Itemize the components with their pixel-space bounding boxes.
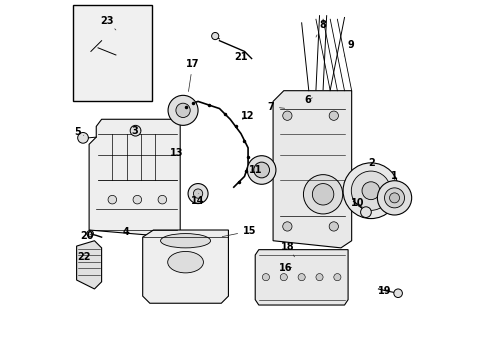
Circle shape: [176, 103, 190, 117]
Circle shape: [130, 125, 141, 136]
Text: 19: 19: [377, 287, 390, 296]
Circle shape: [280, 274, 287, 281]
Text: 9: 9: [344, 40, 354, 56]
Polygon shape: [142, 230, 228, 303]
Circle shape: [315, 274, 323, 281]
Circle shape: [262, 274, 269, 281]
Circle shape: [312, 184, 333, 205]
Circle shape: [253, 162, 269, 178]
Circle shape: [303, 175, 342, 214]
Text: 5: 5: [74, 127, 83, 137]
Circle shape: [328, 222, 338, 231]
Circle shape: [247, 156, 275, 184]
Text: 1: 1: [390, 171, 397, 181]
Text: 23: 23: [100, 16, 116, 30]
Circle shape: [384, 188, 404, 208]
Text: 12: 12: [241, 111, 254, 121]
Circle shape: [158, 195, 166, 204]
Circle shape: [282, 111, 291, 120]
Polygon shape: [255, 249, 347, 305]
Circle shape: [343, 163, 398, 219]
Circle shape: [333, 274, 340, 281]
Ellipse shape: [160, 234, 210, 248]
Ellipse shape: [167, 251, 203, 273]
Circle shape: [393, 289, 402, 297]
Circle shape: [361, 182, 379, 200]
Circle shape: [389, 193, 399, 203]
Circle shape: [211, 32, 218, 40]
Circle shape: [193, 189, 203, 198]
Text: 10: 10: [351, 198, 364, 208]
Text: 3: 3: [131, 126, 141, 136]
Circle shape: [360, 207, 370, 217]
Text: 21: 21: [234, 52, 247, 62]
Circle shape: [133, 195, 142, 204]
Bar: [73, 5, 151, 102]
Text: 18: 18: [281, 242, 294, 257]
Text: 14: 14: [191, 194, 204, 206]
Circle shape: [108, 195, 116, 204]
Text: 11: 11: [248, 165, 262, 175]
Text: 13: 13: [169, 148, 183, 158]
Circle shape: [168, 95, 198, 125]
Circle shape: [188, 184, 207, 203]
Circle shape: [328, 111, 338, 120]
Text: 4: 4: [122, 227, 129, 237]
Polygon shape: [89, 119, 180, 237]
Polygon shape: [272, 91, 351, 248]
Circle shape: [350, 171, 390, 210]
Text: 22: 22: [77, 252, 90, 262]
Text: 15: 15: [222, 226, 256, 237]
Circle shape: [78, 132, 88, 143]
Circle shape: [298, 274, 305, 281]
Text: 16: 16: [279, 262, 292, 273]
Text: 7: 7: [266, 102, 284, 112]
Text: 8: 8: [315, 19, 325, 37]
Text: 17: 17: [185, 59, 199, 91]
Text: 6: 6: [304, 95, 312, 105]
Circle shape: [282, 222, 291, 231]
Text: 20: 20: [81, 231, 94, 242]
Polygon shape: [77, 241, 102, 289]
Circle shape: [377, 181, 411, 215]
Circle shape: [87, 230, 93, 237]
Text: 2: 2: [367, 158, 374, 168]
